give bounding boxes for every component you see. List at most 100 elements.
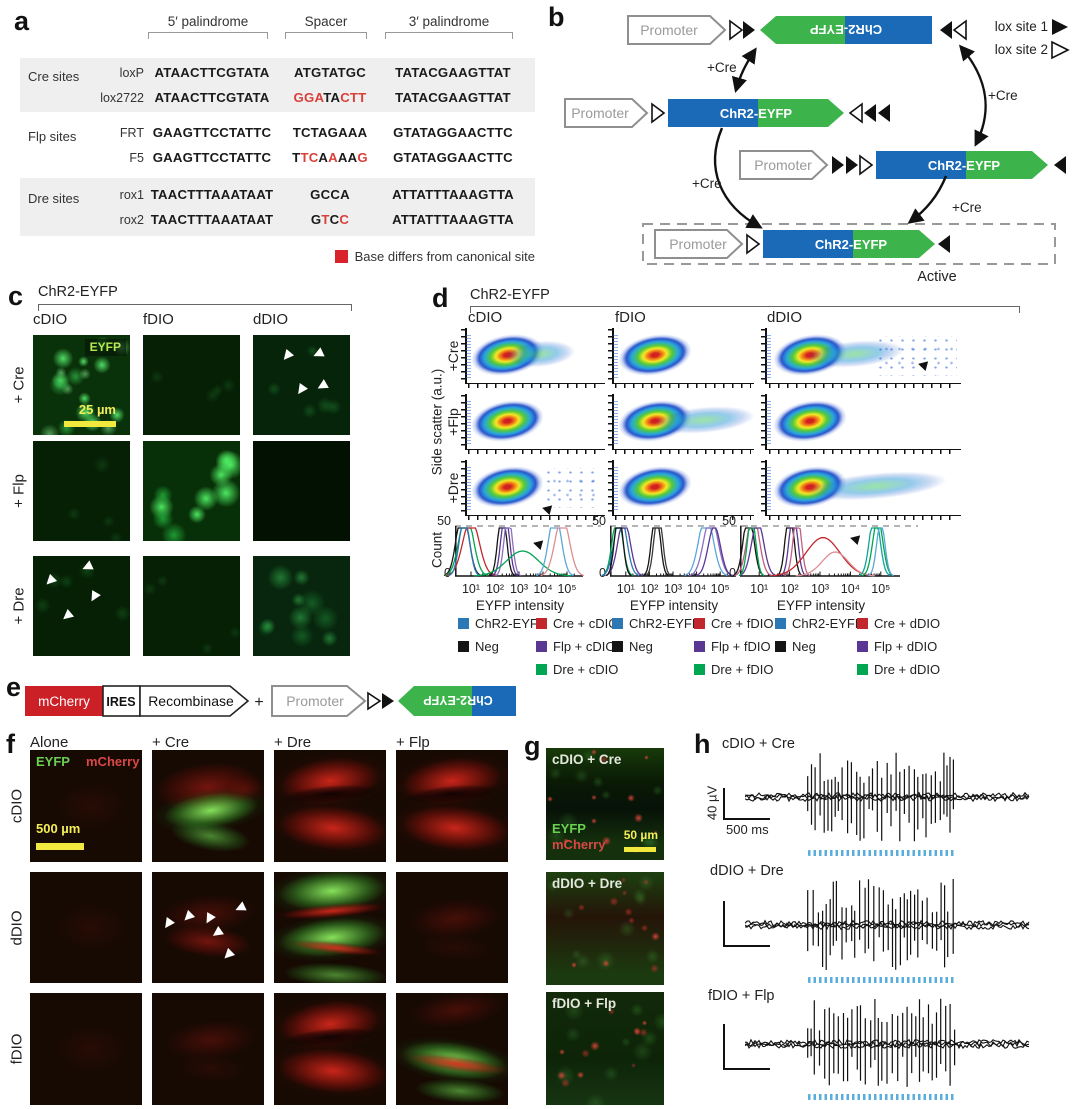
panel-d-bracket [470,306,1020,313]
spacer-segment: TA [323,90,341,105]
ires-text: IRES [106,695,135,709]
slice-image-dDIO-+Cre [152,872,264,983]
legend-item: ChR2-EYFP [775,616,864,631]
cell-blob [599,755,608,764]
flow-plot-cDIO-+Flp [461,394,605,454]
lox-site-1-icon [1054,156,1066,174]
panel-d-title: ChR2-EYFP [470,287,550,303]
fluorescence-image-fDIO-+Cre [143,335,240,435]
gene-chr2-inverted [472,686,516,716]
cell-blob [630,1062,637,1069]
legend-item: Flp + cDIO [536,639,616,654]
panel-h-label: h [694,729,711,759]
axis [461,395,465,449]
cell-blob [651,784,664,797]
cell-blob [46,571,64,589]
axis [768,384,958,388]
active-dashed-box [642,223,1056,265]
histogram-dDIO [732,525,918,577]
column-label-+Cre: + Cre [152,734,190,751]
voltage-scalebar [723,1024,725,1068]
sequence-row: lox2722 ATAACTTCGTATA GGATACTT TATACGAAGTTA… [86,85,535,110]
spacer-segment: AA [337,150,358,165]
trace-title: cDIO + Cre [722,736,795,752]
cell-blob [48,374,71,397]
x-tick-label: 10⁵ [871,582,891,596]
lox-site-2-icon [952,19,967,41]
histogram-fDIO [601,525,754,577]
header-spacer: Spacer [276,14,376,39]
column-label-cDIO: cDIO [468,309,503,326]
image-title: cDIO + Cre [552,752,622,767]
promoter-box [271,685,367,717]
light-stimulus-bar [807,1094,956,1100]
sequence-5-palindrome: ATAACTTCGTATA [154,65,270,80]
sparse-events [543,468,603,508]
cell-blob [651,931,661,941]
recombinase-site-table: 5′ palindrome Spacer 3′ palindrome Cre s… [20,14,535,272]
column-label-fDIO: fDIO [615,309,646,326]
axis-events [613,400,618,446]
cell-blob [546,825,567,846]
legend-swatch-icon [857,664,868,675]
flow-plot-fDIO-+Cre [608,328,754,388]
x-tick-label: 10⁴ [686,582,707,596]
cell-blob [634,893,648,907]
legend-swatch-icon [612,641,623,652]
x-tick-label: 10² [640,582,659,596]
cell-blob [574,952,591,969]
legend-item: ChR2-EYFP [458,616,547,631]
gene-eyfp [853,230,935,258]
cell-blob [101,515,115,529]
cell-blob [75,402,96,423]
trace-plot [745,752,1030,842]
promoter-text: Promoter [669,236,727,252]
sequence-5-palindrome: ATAACTTCGTATA [154,90,270,105]
recombination-arrow [907,175,948,224]
cell-blob [288,605,313,630]
legend-item: Neg [612,639,653,654]
gene-eyfp [966,151,1048,179]
sequence-3-palindrome: GTATAGGAACTTC [393,125,513,140]
group-name: Flp sites [28,129,77,144]
flow-plot-dDIO-+Flp [761,394,961,454]
cell-blob [311,604,340,633]
cell-blob [149,369,164,384]
spacer-segment: GGA [293,90,324,105]
recombination-arrow [958,44,989,147]
cell-blob [558,1048,565,1055]
cell-blob [640,924,648,932]
sequence-row: FRT GAAGTTCCTATTC TCTAGAAA GTATAGGAACTTC [86,120,535,145]
cre-label: +Cre [707,60,737,75]
spacer-segment: C [339,212,350,227]
axis-events [766,466,771,512]
cell-blob [571,962,577,968]
cell-blob [52,347,74,369]
count-zero-tick: 0 [729,566,736,580]
legend-text: Dre + dDIO [874,662,941,677]
header-3-palindrome-text: 3′ palindrome [408,14,490,29]
legend-swatch-icon [612,618,623,629]
cell-blob [77,391,91,405]
legend-text: Flp + fDIO [711,639,771,654]
group-rows: FRT GAAGTTCCTATTC TCTAGAAA GTATAGGAACTTC F5 G… [86,118,535,172]
cell-blob [109,530,124,541]
sequence-5-palindrome: TAACTTTAAATAAT [150,212,274,227]
cell-blob [204,387,220,403]
header-bracket [148,32,268,39]
mcherry-channel-label: mCherry [86,754,140,769]
site-name: FRT [119,125,144,140]
sequence-group-flp: Flp sites FRT GAAGTTCCTATTC TCTAGAAA GTATAGG… [20,118,535,172]
cell-blob [78,562,96,580]
legend-swatch-icon [458,618,469,629]
scalebar-label: 500 µm [36,821,81,836]
image-title: fDIO + Flp [552,996,617,1011]
cell-blob [585,1093,607,1105]
slice-image-dDIO-+Flp [396,872,508,983]
legend-swatch-icon [694,664,705,675]
cell-blob [78,355,89,367]
arrowhead-icon [540,502,553,515]
fluorescence-image-dDIO-+Cre [253,335,350,435]
lox-site-1-icon [1052,19,1068,35]
